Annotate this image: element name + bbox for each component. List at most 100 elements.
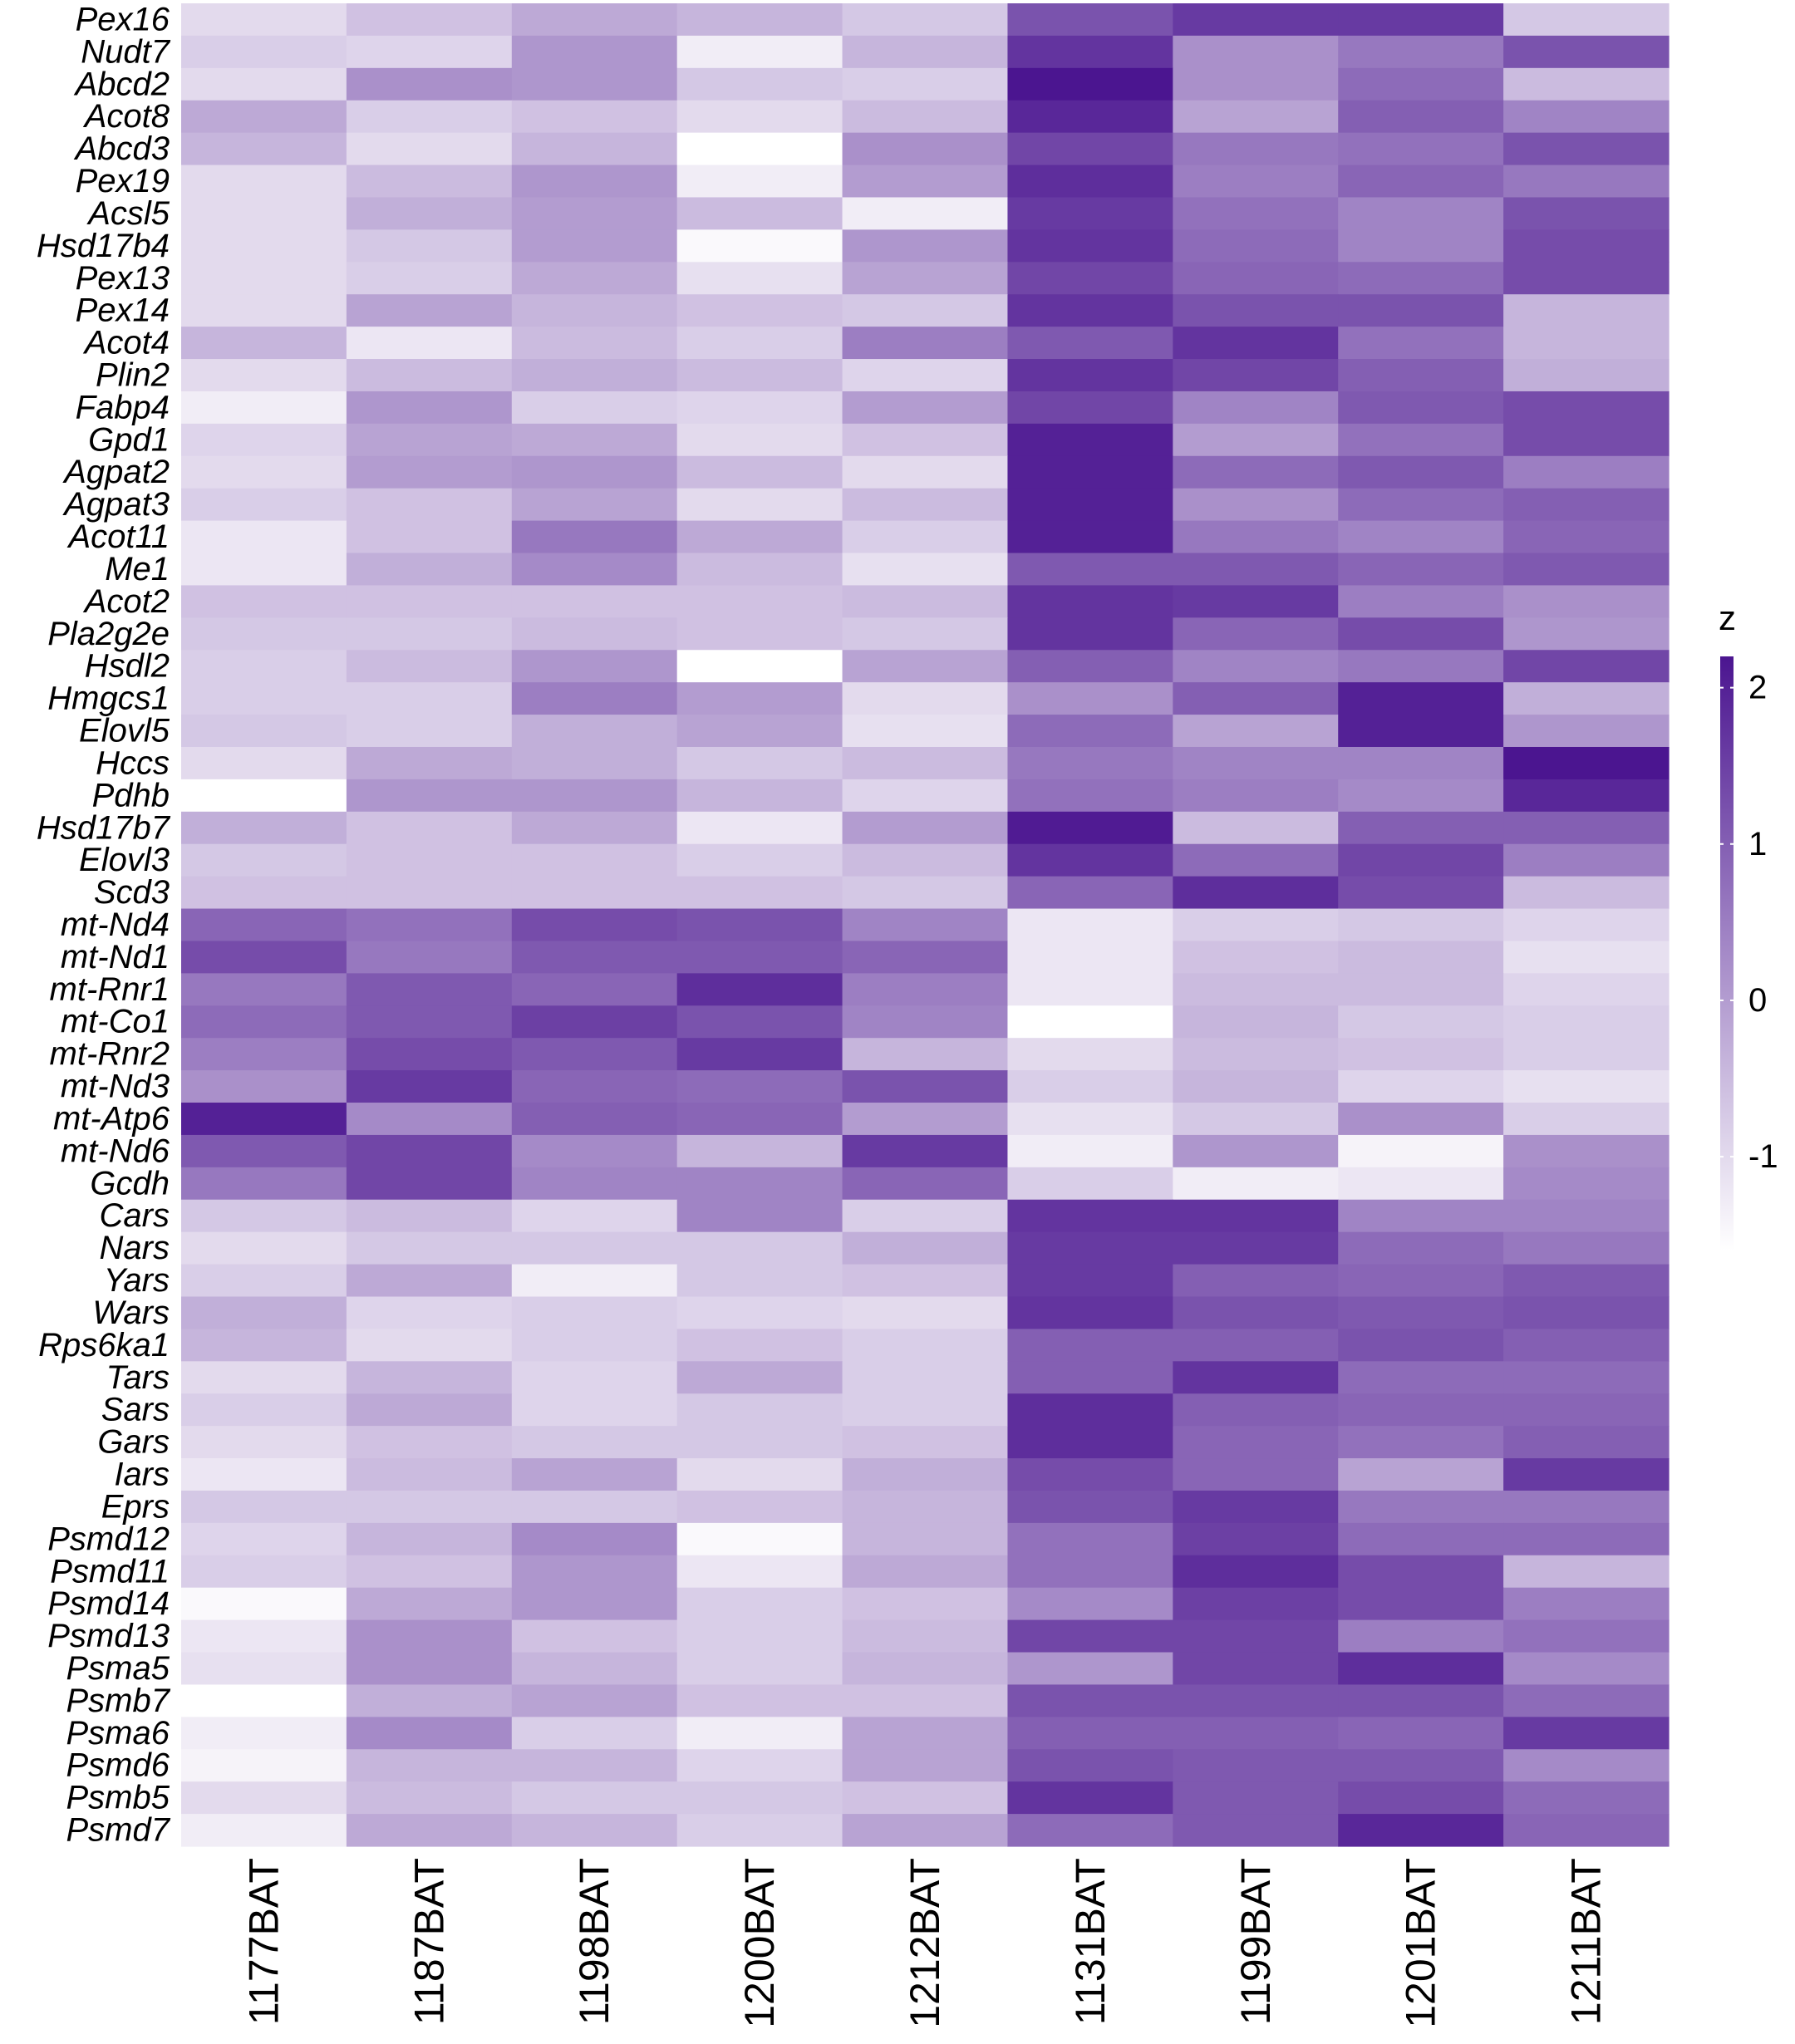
heatmap-cell <box>1173 876 1339 910</box>
heatmap-cell <box>1173 1781 1339 1815</box>
heatmap-cell <box>1503 746 1670 780</box>
heatmap-cell <box>1007 165 1173 199</box>
heatmap-cell <box>346 973 513 1006</box>
heatmap-cell <box>346 1426 513 1459</box>
heatmap-cell <box>346 455 513 489</box>
row-label: Elovl5 <box>79 713 170 749</box>
heatmap-cell <box>346 294 513 327</box>
heatmap-cell <box>1338 1296 1504 1329</box>
heatmap-cell <box>1007 779 1173 813</box>
heatmap-cell <box>181 35 347 69</box>
heatmap-cell <box>1007 132 1173 166</box>
heatmap-cell <box>1173 650 1339 683</box>
heatmap-cell <box>676 1749 843 1782</box>
heatmap-cell <box>676 391 843 425</box>
heatmap-cell <box>1007 1070 1173 1103</box>
heatmap-cell <box>1173 67 1339 101</box>
heatmap-cell <box>1007 1426 1173 1459</box>
heatmap-cell <box>676 1264 843 1298</box>
row-label: Scd3 <box>94 874 170 911</box>
heatmap-cell <box>1007 1814 1173 1847</box>
row-label: Pex13 <box>76 260 170 297</box>
row-label: Fabp4 <box>76 389 170 425</box>
heatmap-cell <box>1338 359 1504 392</box>
heatmap-cell <box>346 165 513 199</box>
heatmap-cell <box>842 1587 1009 1621</box>
heatmap-cell <box>181 973 347 1006</box>
heatmap-cell <box>1173 229 1339 263</box>
heatmap-cell <box>511 941 678 974</box>
row-label: Acsl5 <box>86 195 170 232</box>
heatmap-cell <box>1503 1264 1670 1298</box>
heatmap-cell <box>1503 1329 1670 1362</box>
heatmap-cell <box>1007 1361 1173 1394</box>
heatmap-cell <box>181 1296 347 1329</box>
heatmap-cell <box>1007 1458 1173 1491</box>
heatmap-cell <box>1007 908 1173 942</box>
heatmap-cell <box>1173 585 1339 618</box>
heatmap-cell <box>1503 650 1670 683</box>
heatmap-cell <box>1007 1522 1173 1556</box>
heatmap-cell <box>346 941 513 974</box>
heatmap-cell <box>1338 1522 1504 1556</box>
heatmap-cell <box>842 35 1009 69</box>
heatmap-cell <box>511 1199 678 1233</box>
heatmap-cell <box>181 67 347 101</box>
heatmap-cell <box>1173 165 1339 199</box>
heatmap-cell <box>1338 100 1504 134</box>
heatmap-cell <box>676 262 843 295</box>
heatmap-cell <box>1173 1329 1339 1362</box>
heatmap-cell <box>1338 1555 1504 1589</box>
heatmap-cell <box>1007 1490 1173 1524</box>
heatmap-cell <box>346 229 513 263</box>
heatmap-cell <box>1007 1231 1173 1265</box>
heatmap-cell <box>511 35 678 69</box>
heatmap-cell <box>511 132 678 166</box>
heatmap-cell <box>511 553 678 587</box>
heatmap-cell <box>346 876 513 910</box>
heatmap-cell <box>1007 715 1173 748</box>
heatmap-cell <box>676 1038 843 1071</box>
heatmap-cell <box>346 3 513 37</box>
heatmap-cell <box>676 1103 843 1136</box>
row-label: Acot8 <box>83 98 170 135</box>
heatmap-cell <box>1007 1005 1173 1039</box>
heatmap-cell <box>1007 294 1173 327</box>
heatmap-cell <box>676 682 843 715</box>
heatmap-cell <box>1503 553 1670 587</box>
heatmap-cell <box>1173 1393 1339 1427</box>
heatmap-cell <box>511 1522 678 1556</box>
heatmap-cell <box>1503 1749 1670 1782</box>
heatmap-cell <box>346 779 513 813</box>
heatmap-cell <box>346 1522 513 1556</box>
heatmap-cell <box>1338 391 1504 425</box>
heatmap-cell <box>1338 1038 1504 1071</box>
heatmap-cell <box>1338 682 1504 715</box>
heatmap-cell <box>676 1005 843 1039</box>
heatmap-cell <box>511 1652 678 1686</box>
heatmap-cell <box>1173 553 1339 587</box>
heatmap-cell <box>1503 941 1670 974</box>
row-label: Pex16 <box>76 1 170 37</box>
heatmap-cell <box>511 1426 678 1459</box>
column-label: 1187BAT <box>406 1858 452 2025</box>
heatmap-cell <box>511 585 678 618</box>
heatmap-cell <box>1503 1426 1670 1459</box>
heatmap-cell <box>181 262 347 295</box>
heatmap-cell <box>346 100 513 134</box>
heatmap-cell <box>1007 746 1173 780</box>
heatmap-cell <box>1173 132 1339 166</box>
heatmap-cell <box>1007 1652 1173 1686</box>
heatmap-cell <box>1338 715 1504 748</box>
heatmap-cell <box>1503 1781 1670 1815</box>
heatmap-cell <box>676 359 843 392</box>
heatmap-cell <box>181 650 347 683</box>
heatmap-cell <box>511 1749 678 1782</box>
heatmap-cell <box>676 650 843 683</box>
heatmap-cell <box>1338 67 1504 101</box>
heatmap-cell <box>842 327 1009 360</box>
row-labels: Pex16Nudt7Abcd2Acot8Abcd3Pex19Acsl5Hsd17… <box>37 1 171 1848</box>
heatmap-cell <box>181 391 347 425</box>
heatmap-cell <box>842 746 1009 780</box>
heatmap-cell <box>346 1296 513 1329</box>
